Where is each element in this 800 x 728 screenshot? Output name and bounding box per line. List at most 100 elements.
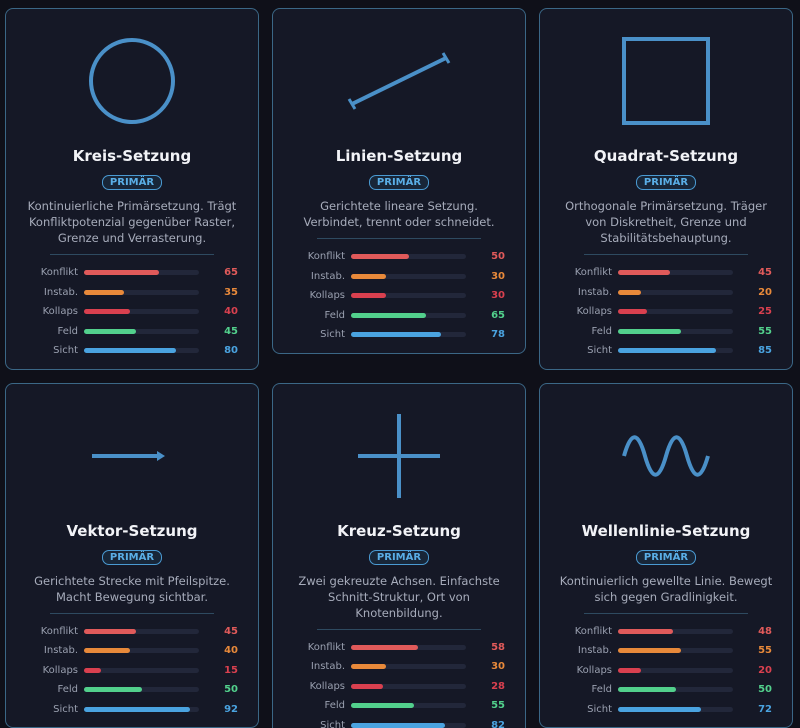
stat-row: Feld 45 xyxy=(20,322,244,342)
stat-track xyxy=(351,722,466,728)
stat-track xyxy=(84,687,199,693)
stat-track xyxy=(84,348,199,354)
stat-bar xyxy=(84,687,142,693)
description: Orthogonale Primärsetzung. Träger von Di… xyxy=(565,199,767,245)
stat-value: 25 xyxy=(758,306,772,318)
stat-label: Instab. xyxy=(577,286,612,298)
stat-label: Kollaps xyxy=(309,290,345,302)
card: Wellenlinie-Setzung PRIMÄR Kontinuierlich … xyxy=(539,382,793,728)
stat-track xyxy=(351,332,466,338)
stat-bar xyxy=(618,328,682,334)
separator xyxy=(50,612,214,614)
stat-track xyxy=(84,328,199,334)
stat-bar xyxy=(84,289,125,295)
stat-bar xyxy=(84,667,102,673)
stat-value: 35 xyxy=(224,286,238,298)
separator xyxy=(317,238,481,239)
stat-row: Instab. 30 xyxy=(287,657,511,677)
description: Gerichtete lineare Setzung. Verbindet, t… xyxy=(303,199,495,229)
stat-value: 55 xyxy=(758,645,772,657)
stat-label: Feld xyxy=(324,309,345,321)
stat-row: Kollaps 40 xyxy=(20,302,244,322)
stat-value: 58 xyxy=(491,641,505,653)
separator xyxy=(317,628,481,630)
stat-track xyxy=(351,683,466,689)
stat-bar xyxy=(351,293,386,299)
stat-track xyxy=(351,664,466,670)
stat-label: Sicht xyxy=(320,329,345,341)
stat-track xyxy=(618,328,733,334)
stat-value: 65 xyxy=(491,309,505,321)
stat-value: 65 xyxy=(224,267,238,279)
stat-value: 72 xyxy=(758,703,772,715)
badge: PRIMÄR xyxy=(635,549,697,565)
stat-bar xyxy=(84,328,136,334)
stat-label: Sicht xyxy=(587,345,612,357)
card-title: Kreis-Setzung xyxy=(72,147,192,165)
stat-value: 55 xyxy=(491,700,505,712)
stat-value: 20 xyxy=(758,286,772,298)
stat-row: Konflikt 45 xyxy=(554,263,778,283)
stat-label: Instab. xyxy=(577,645,612,657)
stat-value: 85 xyxy=(758,345,772,357)
stat-label: Kollaps xyxy=(42,306,78,318)
stat-bar xyxy=(84,628,136,634)
stat-bar xyxy=(351,683,384,689)
stat-bar xyxy=(84,348,176,354)
stat-bar xyxy=(84,270,159,276)
stat-bar xyxy=(351,273,386,279)
stat-label: Kollaps xyxy=(42,664,78,676)
stat-value: 80 xyxy=(224,345,238,357)
stat-value: 45 xyxy=(224,325,238,337)
stat-bar xyxy=(84,706,190,712)
stat-label: Sicht xyxy=(320,719,345,728)
stat-value: 92 xyxy=(224,703,238,715)
stat-value: 40 xyxy=(224,306,238,318)
card-icon xyxy=(622,434,710,477)
stat-row: Feld 55 xyxy=(287,696,511,716)
card: Linien-Setzung PRIMÄR Gerichtete lineare S… xyxy=(272,8,526,354)
stat-label: Instab. xyxy=(310,270,345,282)
stat-bar xyxy=(351,644,418,650)
stat-track xyxy=(84,667,199,673)
stat-row: Instab. 30 xyxy=(287,267,511,287)
stat-bar xyxy=(618,309,647,315)
stat-track xyxy=(351,703,466,709)
stat-value: 78 xyxy=(491,329,505,341)
stat-track xyxy=(84,289,199,295)
stat-track xyxy=(351,644,466,650)
stat-label: Kollaps xyxy=(309,680,345,692)
badge-wrap: PRIMÄR xyxy=(287,540,511,565)
stat-label: Kollaps xyxy=(576,306,612,318)
stat-track xyxy=(351,254,466,260)
card-icon xyxy=(358,413,440,498)
stat-bar xyxy=(351,703,415,709)
card: Quadrat-Setzung PRIMÄR Orthogonale Primärs… xyxy=(539,8,793,370)
stat-bar xyxy=(84,309,130,315)
stat-track xyxy=(618,706,733,712)
stat-track xyxy=(84,648,199,654)
stat-label: Konflikt xyxy=(307,251,345,263)
stat-row: Konflikt 58 xyxy=(287,638,511,658)
stat-value: 50 xyxy=(224,684,238,696)
card: Vektor-Setzung PRIMÄR Gerichtete Strecke m… xyxy=(5,382,259,728)
stat-bar xyxy=(618,667,641,673)
stat-label: Feld xyxy=(57,325,78,337)
stat-label: Konflikt xyxy=(574,267,612,279)
stat-row: Sicht 85 xyxy=(554,341,778,361)
stat-label: Sicht xyxy=(53,345,78,357)
card-title: Kreuz-Setzung xyxy=(337,521,461,540)
stat-label: Feld xyxy=(591,684,612,696)
stat-bar xyxy=(351,722,446,728)
stat-value: 48 xyxy=(758,625,772,637)
stat-track xyxy=(618,667,733,673)
stat-value: 50 xyxy=(758,684,772,696)
stat-value: 45 xyxy=(224,625,238,637)
card-icon xyxy=(92,450,165,461)
card: Kreuz-Setzung PRIMÄR Zwei gekreuzte Achsen… xyxy=(272,382,526,728)
stat-track xyxy=(618,348,733,354)
stat-row: Feld 65 xyxy=(287,306,511,326)
card-icon xyxy=(89,38,175,124)
stat-bar xyxy=(618,648,682,654)
